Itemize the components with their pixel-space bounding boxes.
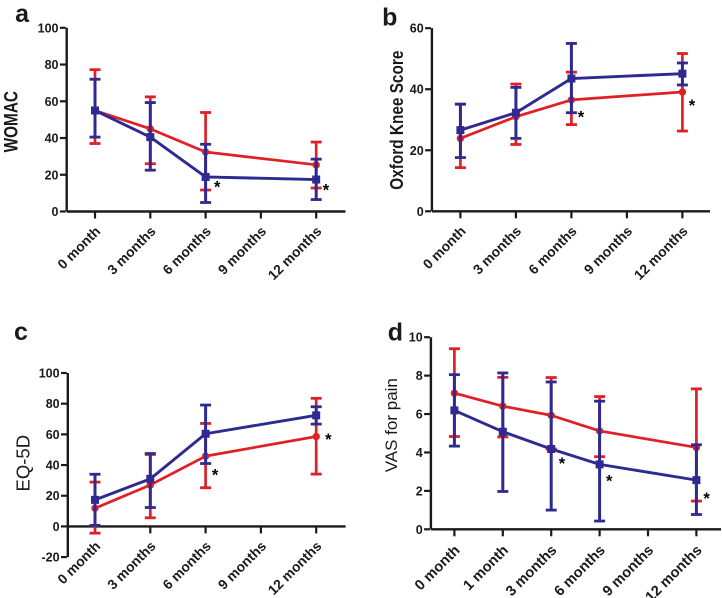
svg-text:40: 40 [45,132,59,146]
svg-text:Oxford Knee Score: Oxford Knee Score [387,51,408,190]
svg-text:100: 100 [39,367,60,381]
svg-text:*: * [323,182,330,200]
svg-text:4: 4 [416,446,423,460]
svg-text:-20: -20 [42,551,60,565]
svg-text:80: 80 [45,58,59,72]
svg-text:8: 8 [416,369,423,383]
svg-text:*: * [212,467,219,485]
svg-text:a: a [15,0,30,28]
svg-text:60: 60 [45,95,59,109]
svg-text:*: * [689,97,696,115]
svg-text:0: 0 [416,523,423,537]
svg-text:*: * [578,109,585,127]
svg-text:40: 40 [410,83,424,97]
svg-text:c: c [14,318,28,346]
svg-text:0: 0 [53,520,60,534]
svg-text:0: 0 [52,205,59,219]
svg-text:20: 20 [46,489,60,503]
svg-text:2: 2 [416,484,423,498]
svg-text:60: 60 [410,22,424,36]
svg-text:80: 80 [46,397,60,411]
svg-text:*: * [214,179,221,197]
svg-text:0: 0 [417,205,424,219]
svg-text:*: * [559,455,566,473]
svg-text:10: 10 [409,331,423,345]
svg-text:6: 6 [416,408,423,422]
svg-text:*: * [325,431,332,449]
svg-text:b: b [382,4,397,32]
svg-text:VAS for pain: VAS for pain [382,378,401,472]
svg-text:100: 100 [38,21,59,35]
svg-text:40: 40 [46,459,60,473]
svg-text:WOMAC: WOMAC [0,91,22,153]
svg-text:*: * [606,472,613,490]
svg-text:*: * [703,490,710,508]
svg-text:60: 60 [46,428,60,442]
svg-text:d: d [388,318,403,346]
svg-text:20: 20 [45,168,59,182]
svg-text:20: 20 [410,144,424,158]
svg-text:EQ-5D: EQ-5D [13,435,34,492]
